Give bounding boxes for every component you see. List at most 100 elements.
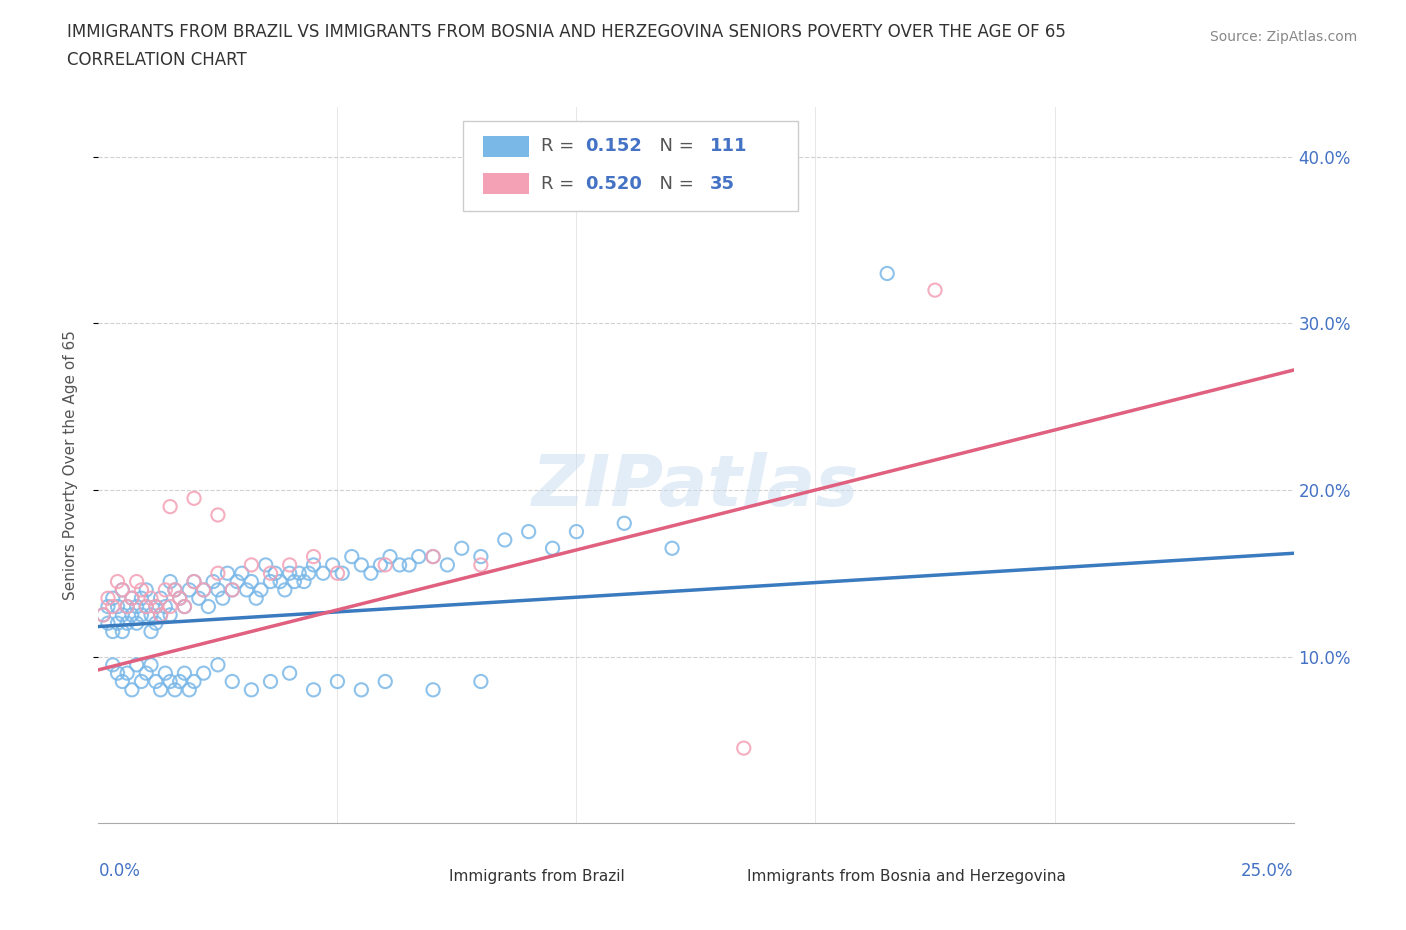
Point <box>202 574 225 589</box>
Point <box>326 565 349 580</box>
FancyBboxPatch shape <box>409 869 439 884</box>
Point <box>235 582 257 597</box>
Point <box>169 591 191 605</box>
Point <box>155 599 177 614</box>
Point <box>111 607 134 622</box>
Point <box>259 565 281 580</box>
Point <box>159 599 181 614</box>
Point <box>121 591 143 605</box>
Point <box>398 557 420 572</box>
Point <box>183 574 205 589</box>
FancyBboxPatch shape <box>484 173 529 194</box>
Point <box>107 574 129 589</box>
Point <box>422 683 444 698</box>
Point <box>155 582 177 597</box>
Point <box>91 607 114 622</box>
Point <box>470 557 492 572</box>
Y-axis label: Seniors Poverty Over the Age of 65: Seniors Poverty Over the Age of 65 <box>63 330 77 600</box>
Point <box>183 674 205 689</box>
Point <box>179 683 201 698</box>
Point <box>173 599 195 614</box>
Point <box>278 557 301 572</box>
Point <box>278 565 301 580</box>
Point <box>450 541 472 556</box>
Point <box>340 549 363 564</box>
Point <box>159 674 181 689</box>
Point <box>259 674 281 689</box>
Point <box>149 683 172 698</box>
Point <box>111 582 134 597</box>
Point <box>121 591 143 605</box>
Point <box>517 525 540 539</box>
Point <box>240 557 263 572</box>
Point <box>107 616 129 631</box>
Point <box>163 582 186 597</box>
Point <box>374 557 396 572</box>
Point <box>145 674 167 689</box>
Point <box>107 666 129 681</box>
Point <box>350 683 373 698</box>
Point <box>470 549 492 564</box>
Text: ZIPatlas: ZIPatlas <box>533 452 859 521</box>
Point <box>193 582 215 597</box>
Point <box>240 683 263 698</box>
Point <box>179 582 201 597</box>
Point <box>250 582 273 597</box>
Point <box>145 616 167 631</box>
Point <box>245 591 267 605</box>
Text: Source: ZipAtlas.com: Source: ZipAtlas.com <box>1209 30 1357 44</box>
Text: IMMIGRANTS FROM BRAZIL VS IMMIGRANTS FROM BOSNIA AND HERZEGOVINA SENIORS POVERTY: IMMIGRANTS FROM BRAZIL VS IMMIGRANTS FRO… <box>67 23 1066 41</box>
Text: N =: N = <box>648 175 700 193</box>
Point <box>350 557 373 572</box>
Text: N =: N = <box>648 138 700 155</box>
Point <box>269 574 291 589</box>
Point <box>173 666 195 681</box>
Point <box>139 658 162 672</box>
Point <box>231 565 253 580</box>
Point <box>278 666 301 681</box>
Point <box>541 541 564 556</box>
Point <box>145 599 167 614</box>
Point <box>97 599 120 614</box>
Point <box>125 599 148 614</box>
FancyBboxPatch shape <box>709 869 738 884</box>
Point <box>135 599 157 614</box>
Point <box>131 607 153 622</box>
Point <box>115 599 138 614</box>
Point <box>111 582 134 597</box>
Point <box>155 666 177 681</box>
Point <box>163 582 186 597</box>
Text: 0.0%: 0.0% <box>98 862 141 881</box>
Point <box>312 565 335 580</box>
Point <box>422 549 444 564</box>
Point <box>193 666 215 681</box>
Point <box>924 283 946 298</box>
Point <box>101 624 124 639</box>
Text: R =: R = <box>541 175 579 193</box>
Point <box>254 557 277 572</box>
Point <box>217 565 239 580</box>
Text: 0.152: 0.152 <box>585 138 641 155</box>
FancyBboxPatch shape <box>463 121 797 211</box>
Point <box>436 557 458 572</box>
Point <box>115 666 138 681</box>
Point <box>139 591 162 605</box>
Point <box>283 574 305 589</box>
Point <box>302 557 325 572</box>
Point <box>298 565 321 580</box>
Point <box>145 599 167 614</box>
Point <box>360 565 382 580</box>
Point <box>370 557 392 572</box>
Point <box>207 565 229 580</box>
Point <box>139 607 162 622</box>
Point <box>374 674 396 689</box>
Point <box>121 683 143 698</box>
Point <box>169 674 191 689</box>
Text: 35: 35 <box>710 175 735 193</box>
Point <box>183 574 205 589</box>
Point <box>302 683 325 698</box>
Point <box>91 607 114 622</box>
Point <box>149 607 172 622</box>
Point <box>183 491 205 506</box>
Point <box>149 591 172 605</box>
